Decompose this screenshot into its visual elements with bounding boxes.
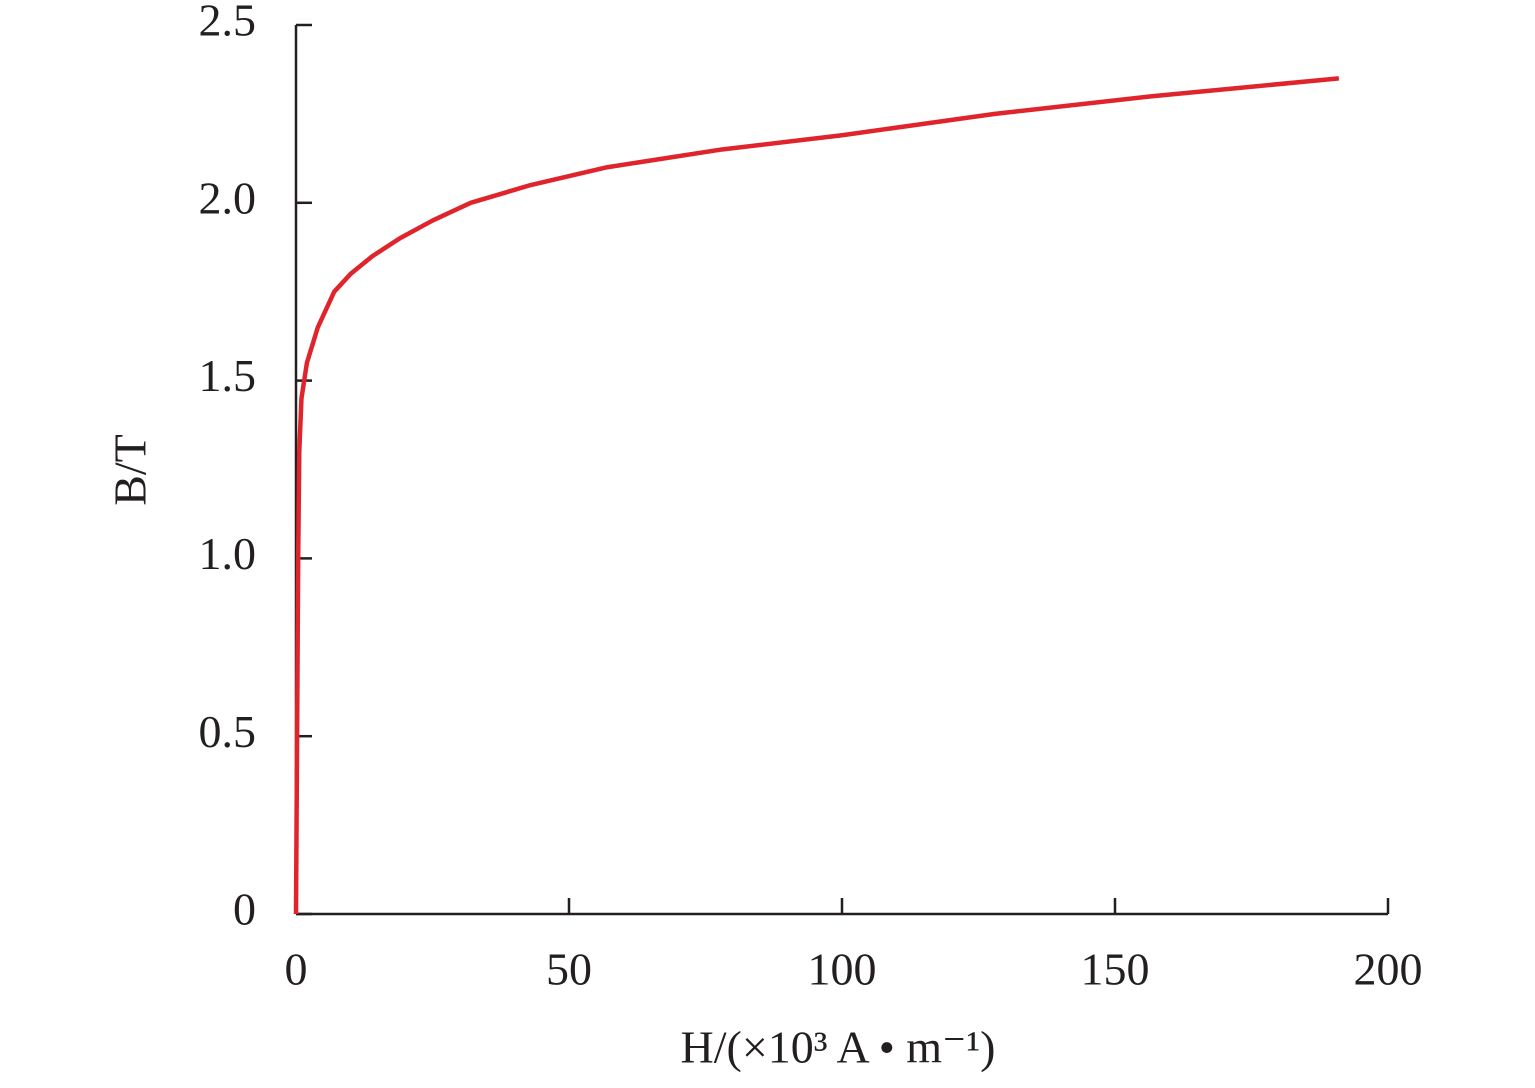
- x-tick-label: 100: [808, 944, 877, 995]
- data-line: [293, 76, 1340, 915]
- x-tick-label: 150: [1081, 944, 1150, 995]
- y-tick-label: 1.0: [199, 528, 257, 579]
- y-tick-label: 2.5: [199, 0, 257, 46]
- y-tick-label: 1.5: [199, 350, 257, 401]
- x-axis-label: H/(×10³ A • m⁻¹): [681, 1022, 996, 1073]
- y-tick-label: 0: [233, 884, 256, 935]
- x-tick-label: 0: [285, 944, 308, 995]
- y-tick-label: 0.5: [199, 706, 257, 757]
- y-axis-label: B/T: [105, 434, 156, 506]
- x-tick-label: 50: [546, 944, 592, 995]
- x-tick-label: 200: [1354, 944, 1423, 995]
- y-tick-label: 2.0: [199, 172, 257, 223]
